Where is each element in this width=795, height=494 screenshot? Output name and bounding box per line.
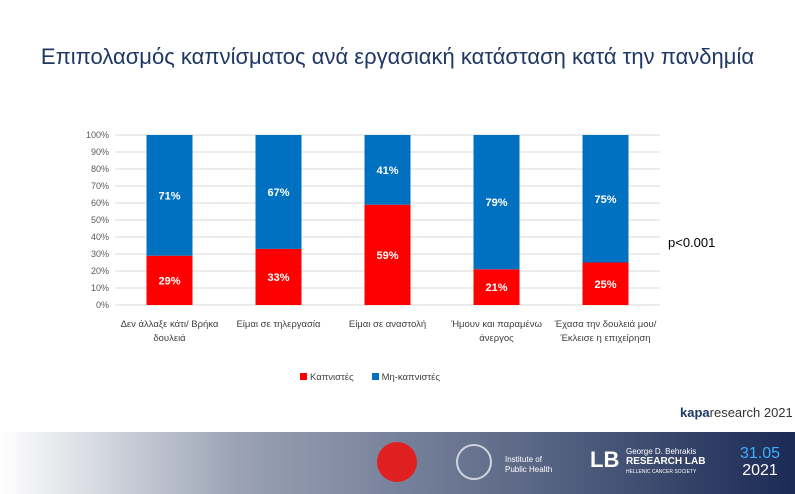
data-label: 67% (267, 187, 289, 199)
bar-smokers (582, 262, 629, 305)
y-tick-label: 80% (91, 164, 109, 174)
bar-smokers (255, 248, 302, 305)
brand-logo: kaparesearch 2021 (680, 405, 793, 420)
y-tick-label: 0% (96, 300, 109, 310)
bar-smokers (364, 204, 411, 305)
y-tick-label: 70% (91, 181, 109, 191)
data-label: 79% (485, 197, 507, 209)
data-label: 75% (594, 194, 616, 206)
bar-nonsmokers (473, 135, 520, 270)
y-tick-label: 10% (91, 283, 109, 293)
data-label: 25% (594, 279, 616, 291)
chart-plot: 0% 10% 20% 30% 40% 50% 60% 70% 80% 90% 100% 29% 71% 3… (86, 130, 660, 310)
bar-nonsmokers (582, 135, 629, 263)
bar-nonsmokers (255, 135, 302, 249)
y-tick-label: 90% (91, 147, 109, 157)
data-label: 29% (158, 275, 180, 287)
chart-title: Επιπολασμός καπνίσματος ανά εργασιακή κα… (40, 44, 755, 69)
lab-logo: LB (590, 447, 620, 472)
university-seal-logo (456, 444, 492, 480)
y-tick-label: 20% (91, 266, 109, 276)
x-tick-label: Είμαι σε τηλεργασία (236, 319, 321, 330)
y-tick-label: 100% (86, 130, 109, 140)
x-tick-label: Έχασα την δουλειά μου/Έκλεισε η επιχείρη… (554, 319, 657, 344)
y-tick-label: 30% (91, 249, 109, 259)
event-date: 31.05 2021 (740, 445, 781, 479)
data-label: 21% (485, 282, 507, 294)
y-tick-label: 40% (91, 232, 109, 242)
x-tick-label: Είμαι σε αναστολή (348, 319, 427, 330)
data-label: 41% (376, 165, 398, 177)
y-tick-label: 60% (91, 198, 109, 208)
legend-item-smokers: Καπνιστές (300, 372, 354, 383)
p-value-annotation: p<0.001 (668, 235, 716, 250)
y-tick-label: 50% (91, 215, 109, 225)
data-label: 59% (376, 250, 398, 262)
data-label: 71% (158, 190, 180, 202)
legend-item-nonsmokers: Μη-καπνιστές (371, 372, 440, 383)
bar-nonsmokers (364, 135, 411, 205)
bar-smokers (146, 255, 193, 305)
bar-nonsmokers (146, 135, 193, 256)
data-label: 33% (267, 272, 289, 284)
institute-label: Institute of Public Health (505, 455, 553, 474)
x-tick-label: Δεν άλλαξε κάτι/ Βρήκα δουλειά (120, 319, 219, 344)
lab-label: George D. Behrakis RESEARCH LAB HELLENIC C… (626, 447, 706, 475)
legend: Καπνιστές Μη-καπνιστές (300, 372, 440, 383)
bar-smokers (473, 269, 520, 305)
x-tick-label: Ήμουν και παραμένω άνεργος (451, 319, 542, 344)
smoke-free-logo (377, 442, 417, 482)
